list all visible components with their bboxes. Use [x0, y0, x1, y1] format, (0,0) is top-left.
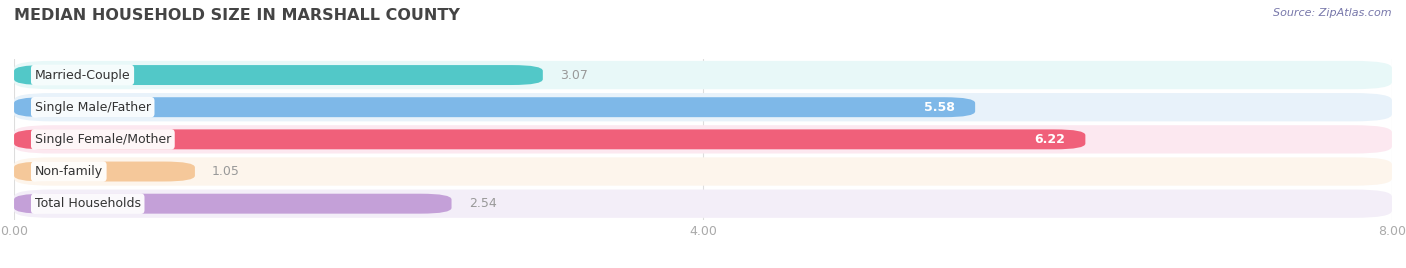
FancyBboxPatch shape: [14, 97, 976, 117]
Text: 3.07: 3.07: [560, 69, 588, 81]
FancyBboxPatch shape: [14, 61, 1392, 89]
Text: Source: ZipAtlas.com: Source: ZipAtlas.com: [1274, 8, 1392, 18]
Text: Non-family: Non-family: [35, 165, 103, 178]
FancyBboxPatch shape: [14, 162, 195, 181]
FancyBboxPatch shape: [14, 189, 1392, 218]
Text: 6.22: 6.22: [1033, 133, 1064, 146]
Text: Single Female/Mother: Single Female/Mother: [35, 133, 172, 146]
Text: Single Male/Father: Single Male/Father: [35, 101, 150, 114]
FancyBboxPatch shape: [14, 157, 1392, 186]
Text: 1.05: 1.05: [212, 165, 240, 178]
Text: Married-Couple: Married-Couple: [35, 69, 131, 81]
FancyBboxPatch shape: [14, 65, 543, 85]
FancyBboxPatch shape: [14, 194, 451, 214]
Text: Total Households: Total Households: [35, 197, 141, 210]
FancyBboxPatch shape: [14, 125, 1392, 154]
Text: 5.58: 5.58: [924, 101, 955, 114]
Text: MEDIAN HOUSEHOLD SIZE IN MARSHALL COUNTY: MEDIAN HOUSEHOLD SIZE IN MARSHALL COUNTY: [14, 8, 460, 23]
FancyBboxPatch shape: [14, 129, 1085, 149]
FancyBboxPatch shape: [14, 93, 1392, 121]
Text: 2.54: 2.54: [468, 197, 496, 210]
